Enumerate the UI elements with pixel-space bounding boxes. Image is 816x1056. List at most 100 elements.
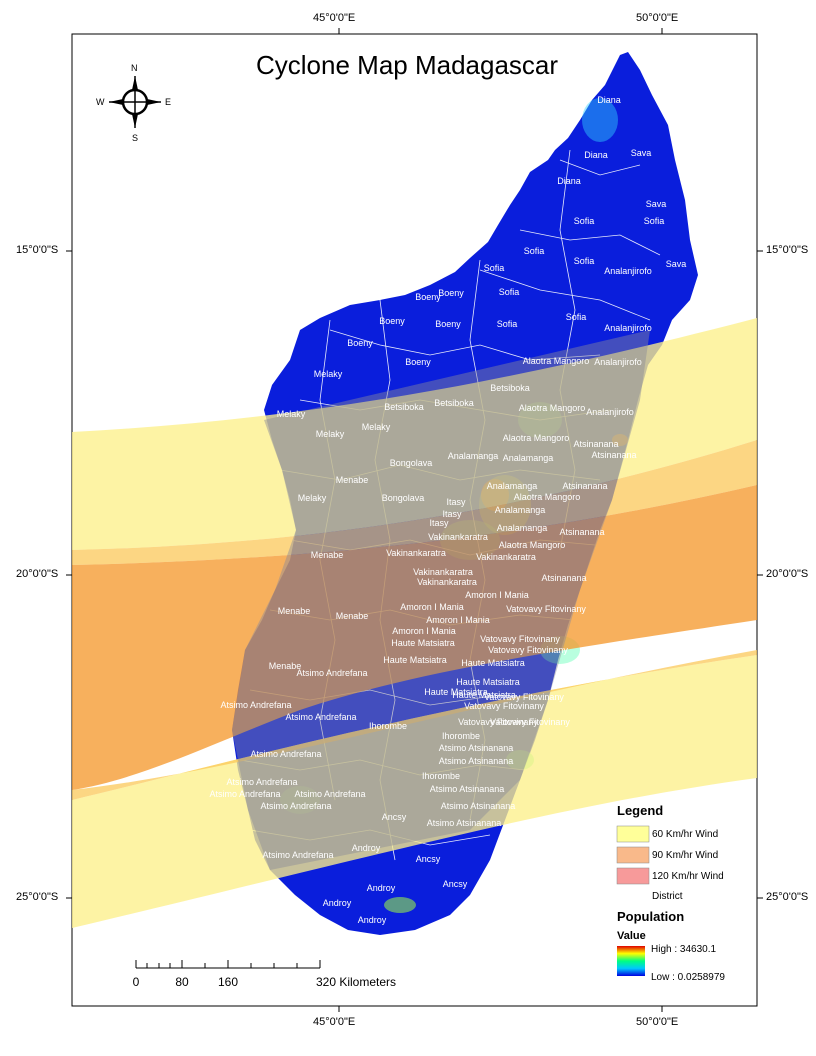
region-label: Diana [557, 176, 581, 186]
legend-population-heading: Population [617, 909, 685, 924]
region-label: Alaotra Mangoro [502, 433, 570, 443]
region-label: Androy [351, 843, 381, 853]
region-label: Menabe [310, 550, 344, 560]
region-label: Atsimo Andrefana [294, 789, 366, 799]
grid-label-right-20s: 20°0'0"S [766, 568, 809, 580]
region-label: Amoron I Mania [392, 626, 456, 636]
region-label: Haute Matsiatra [452, 690, 516, 700]
region-label: Sofia [496, 319, 518, 329]
region-label: Analamanga [494, 505, 546, 515]
legend-swatch-120 [616, 867, 650, 885]
scale-label-0: 0 [132, 975, 140, 989]
region-label: Sofia [573, 256, 595, 266]
region-label: Atsimo Andrefana [285, 712, 357, 722]
grid-label-left-20s: 20°0'0"S [16, 568, 59, 580]
region-label: Ihorombe [368, 721, 408, 731]
legend-label-district: District [652, 891, 683, 902]
region-label: Atsimo Andrefana [220, 700, 292, 710]
region-label: Androy [357, 915, 387, 925]
region-label: Haute Matsiatra [461, 658, 525, 668]
region-label: Vatovavy Fitovinany [458, 717, 538, 727]
region-label: Menabe [268, 661, 302, 671]
region-label: Boeny [415, 292, 441, 302]
region-label: Atsimo Andrefana [209, 789, 281, 799]
region-label: Atsimo Atsinanana [438, 756, 514, 766]
region-label: Ihorombe [441, 731, 481, 741]
wind-band-120kmh [72, 485, 757, 790]
region-label: Vatovavy Fitovinany [506, 604, 586, 614]
map-title: Cyclone Map Madagascar [256, 50, 559, 80]
region-label: Sofia [483, 263, 505, 273]
region-label: Menabe [277, 606, 311, 616]
region-label: Itasy [442, 509, 462, 519]
region-label: Atsinanana [591, 450, 637, 460]
region-label: Ancsy [381, 812, 407, 822]
region-label: Ancsy [415, 854, 441, 864]
region-label: Atsimo Atsinanana [438, 743, 514, 753]
region-label: Vakinankaratra [413, 567, 473, 577]
region-label: Vatovavy Fitovinany [484, 692, 564, 702]
region-label: Boeny [435, 319, 461, 329]
region-label: Atsimo Atsinanana [426, 818, 502, 828]
legend-label-120: 120 Km/hr Wind [652, 871, 724, 882]
region-label: Atsimo Andrefana [262, 850, 334, 860]
region-label: Sofia [523, 246, 545, 256]
wind-band-90kmh [72, 440, 757, 800]
region-label: Analamanga [496, 523, 548, 533]
region-label: Vatovavy Fitovinany [464, 701, 544, 711]
region-label: Vakinankaratra [386, 548, 446, 558]
grid-label-top-50e: 50°0'0"E [636, 12, 679, 24]
region-label: Analanjirofo [604, 323, 652, 333]
region-label: Analamanga [447, 451, 499, 461]
region-label: Amoron I Mania [426, 615, 490, 625]
region-label: Vatovavy Fitovinany [488, 645, 568, 655]
region-label: Alaotra Mangoro [498, 540, 566, 550]
region-label: Boeny [438, 288, 464, 298]
region-label: Haute Matsiatra [383, 655, 447, 665]
grid-label-bottom-50e: 50°0'0"E [636, 1016, 679, 1028]
legend-population-ramp [617, 946, 645, 976]
region-label: Vakinankaratra [417, 577, 477, 587]
region-label: Haute Matsiatra [424, 687, 488, 697]
region-label: Boeny [379, 316, 405, 326]
region-label: Melaky [276, 409, 306, 419]
region-label: Betsiboka [384, 402, 424, 412]
region-label: Melaky [313, 369, 343, 379]
region-label: Sofia [565, 312, 587, 322]
grid-label-top-45e: 45°0'0"E [313, 12, 356, 24]
region-label: Melaky [361, 422, 391, 432]
region-label: Itasy [446, 497, 466, 507]
region-label: Bongolava [389, 458, 433, 468]
region-label: Vakinankaratra [428, 532, 488, 542]
region-label: Atsinanana [562, 481, 608, 491]
scale-label-80: 80 [175, 975, 189, 989]
region-label: Androy [322, 898, 352, 908]
region-label: Analamanga [486, 481, 538, 491]
grid-label-right-15s: 15°0'0"S [766, 244, 809, 256]
region-label: Analanjirofo [586, 407, 634, 417]
compass-w: W [96, 97, 105, 107]
compass-s: S [132, 133, 139, 143]
region-label: Analanjirofo [594, 357, 642, 367]
region-label: Atsimo Andrefana [226, 777, 298, 787]
region-label: Haute Matsiatra [456, 677, 520, 687]
region-label: Melaky [297, 493, 327, 503]
legend-heading: Legend [617, 803, 664, 818]
graticule-ticks [66, 28, 763, 1012]
wind-band-60kmh-main [72, 318, 757, 928]
legend-value-heading: Value [617, 930, 646, 942]
region-label: Boeny [405, 357, 431, 367]
region-label: Atsimo Andrefana [250, 749, 322, 759]
legend-swatch-60 [616, 825, 650, 843]
region-label: Atsimo Andrefana [260, 801, 332, 811]
region-label: Amoron I Mania [465, 590, 529, 600]
grid-label-left-25s: 25°0'0"S [16, 891, 59, 903]
region-label: Vatovavy Fitovinany [480, 634, 560, 644]
region-label: Haute Matsiatra [391, 638, 455, 648]
region-label: Boeny [347, 338, 373, 348]
region-label: Alaotra Mangoro [522, 356, 590, 366]
band-overlay-on-land [232, 330, 650, 870]
region-label: Atsinanana [573, 439, 619, 449]
region-label: Diana [584, 150, 608, 160]
